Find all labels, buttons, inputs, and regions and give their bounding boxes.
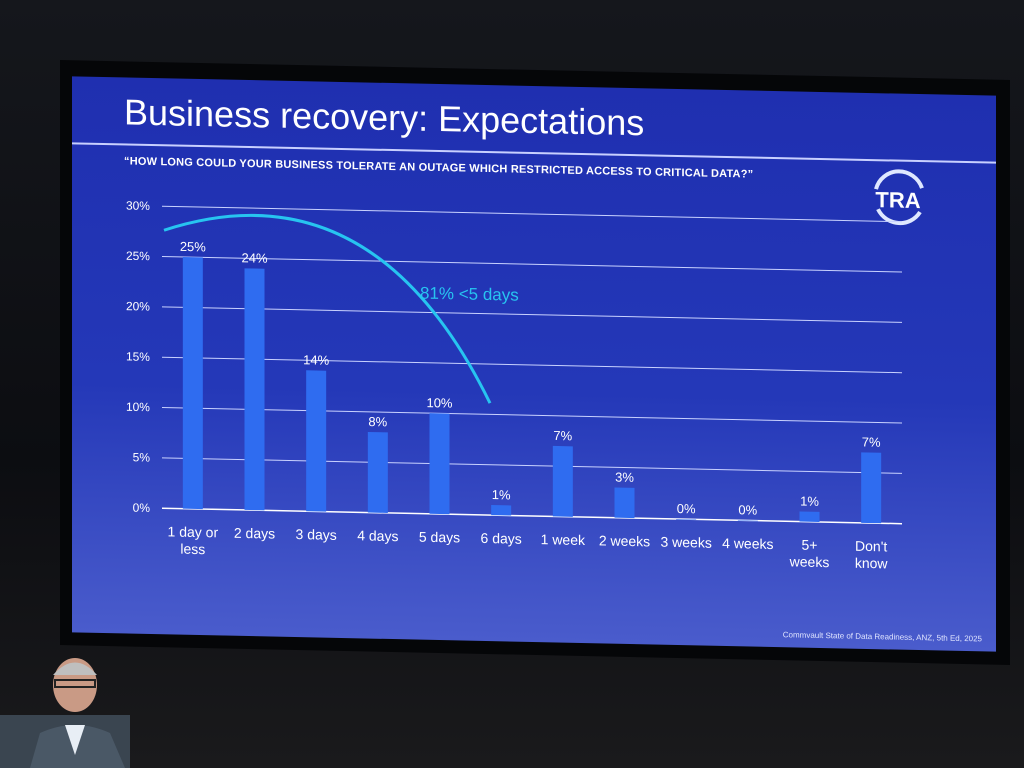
data-label: 24% — [241, 250, 267, 266]
x-tick-label: less — [180, 541, 205, 558]
data-label: 0% — [738, 502, 757, 517]
x-tick-label: 3 weeks — [660, 534, 711, 551]
x-tick-label: 2 days — [234, 525, 275, 542]
x-tick-label: 3 days — [296, 526, 337, 543]
data-label: 10% — [426, 395, 452, 411]
y-tick-label: 20% — [126, 299, 150, 314]
annotation-label: 81% <5 days — [420, 283, 519, 305]
bar — [244, 268, 265, 511]
y-tick-label: 30% — [126, 198, 150, 213]
x-tick-label: 1 day or — [168, 523, 219, 540]
tra-logo: TRA — [874, 169, 924, 226]
gridline — [162, 507, 902, 525]
bar — [182, 256, 203, 510]
gridline — [162, 256, 902, 273]
x-tick-label: 5+ — [802, 537, 818, 553]
bar — [614, 487, 635, 519]
gridline — [162, 356, 902, 374]
svg-text:TRA: TRA — [875, 187, 920, 213]
x-tick-label: weeks — [789, 553, 830, 570]
bar — [552, 445, 573, 517]
annotation-arc — [163, 213, 492, 404]
x-tick-label: 2 weeks — [599, 532, 650, 549]
gridline — [162, 457, 902, 474]
y-tick-label: 0% — [133, 501, 151, 515]
bar — [491, 505, 512, 516]
gridline — [162, 205, 902, 223]
bar — [367, 431, 388, 513]
bar — [306, 370, 327, 512]
presenter — [0, 658, 130, 768]
data-label: 14% — [303, 352, 329, 368]
y-tick-label: 25% — [126, 249, 150, 264]
data-label: 25% — [180, 239, 206, 255]
bar — [676, 518, 697, 520]
bar — [429, 413, 450, 515]
gridline — [162, 407, 902, 424]
bar — [737, 520, 758, 522]
data-label: 1% — [492, 487, 511, 502]
data-label: 8% — [368, 414, 387, 429]
data-label: 0% — [677, 501, 696, 516]
slide: Business recovery: Expectations “HOW LON… — [72, 76, 996, 652]
x-tick-label: Don't — [855, 538, 887, 555]
data-label: 7% — [553, 428, 572, 443]
data-label: 3% — [615, 470, 634, 485]
x-tick-label: 5 days — [419, 529, 460, 546]
x-tick-label: 4 days — [357, 527, 398, 544]
y-tick-label: 10% — [126, 400, 150, 415]
bar — [799, 511, 820, 522]
gridline — [162, 306, 902, 323]
y-tick-label: 15% — [126, 349, 150, 364]
data-label: 1% — [800, 494, 819, 509]
x-tick-label: know — [855, 555, 889, 572]
data-label: 7% — [862, 434, 881, 449]
x-tick-label: 6 days — [481, 530, 522, 547]
x-tick-label: 1 week — [541, 531, 586, 548]
y-tick-label: 5% — [133, 450, 151, 464]
x-tick-label: 4 weeks — [722, 535, 773, 552]
bar — [861, 452, 882, 524]
